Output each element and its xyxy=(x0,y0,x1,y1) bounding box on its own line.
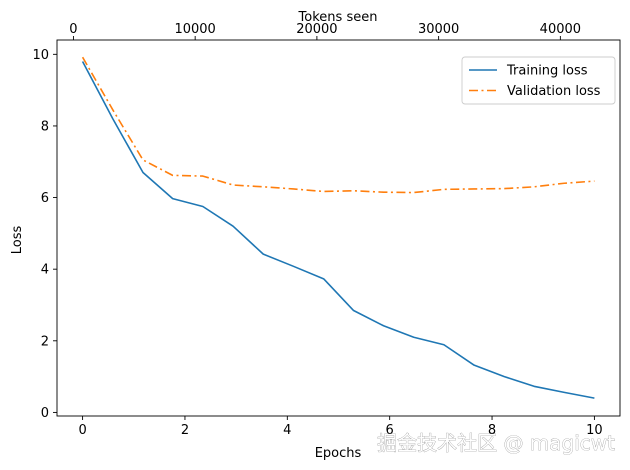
x-tick-label: 0 xyxy=(78,423,86,438)
x2-tick-label: 10000 xyxy=(174,22,215,37)
y-tick-label: 8 xyxy=(41,119,49,134)
legend-label-0: Training loss xyxy=(506,64,588,79)
legend-box xyxy=(461,56,616,105)
legend-label-1: Validation loss xyxy=(507,84,601,99)
watermark-text: 掘金技术社区 @ magicwt xyxy=(377,431,615,455)
y-tick-label: 2 xyxy=(41,334,49,349)
plot-area xyxy=(81,56,595,399)
x-tick-label: 4 xyxy=(283,423,291,438)
x2-tick-label: 30000 xyxy=(418,22,459,37)
y-tick-label: 10 xyxy=(32,48,49,63)
y-tick-label: 6 xyxy=(41,191,49,206)
x2-axis-label: Tokens seen xyxy=(298,10,378,25)
plot-frame xyxy=(56,39,621,417)
x2-tick-label: 0 xyxy=(69,22,77,37)
x-tick-label: 2 xyxy=(181,423,189,438)
x-axis-label: Epochs xyxy=(315,446,362,461)
y-axis-label: Loss xyxy=(10,226,25,255)
legend: Training loss Validation loss xyxy=(461,56,616,105)
series-line-1 xyxy=(81,56,595,194)
x-tick-label: 10 xyxy=(586,423,603,438)
x2-tick-label: 40000 xyxy=(540,22,581,37)
x2-tick-label: 20000 xyxy=(296,22,337,37)
x-tick-label: 6 xyxy=(386,423,394,438)
x-tick-label: 8 xyxy=(488,423,496,438)
series-line-0 xyxy=(81,61,595,399)
y-tick-label: 0 xyxy=(41,406,49,421)
y-tick-label: 4 xyxy=(41,263,49,278)
axes: 0 2 4 6 8 10 0 2 4 6 8 10 0 10000 20000 30000 40000 xyxy=(32,22,621,438)
